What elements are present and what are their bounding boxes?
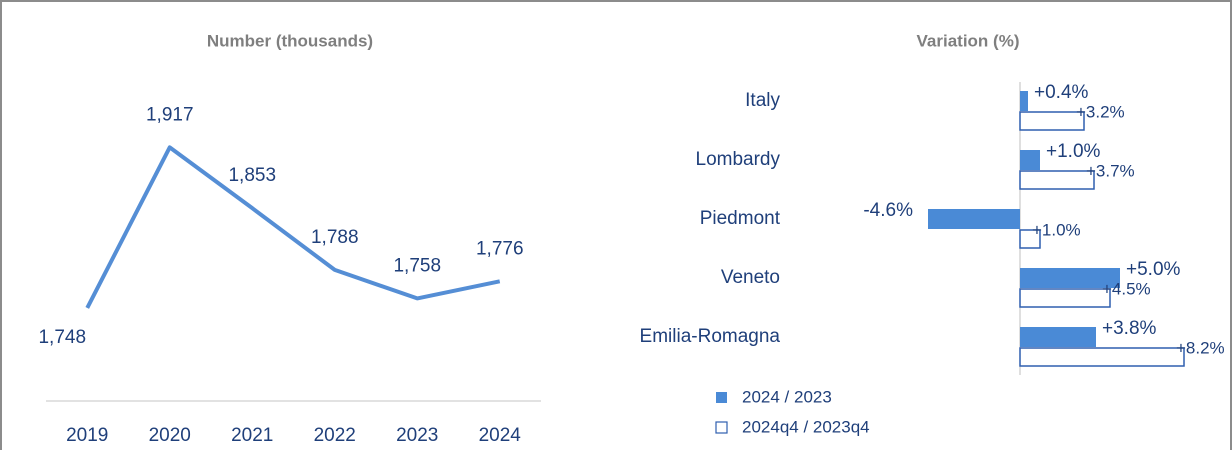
category-label: Lombardy — [696, 149, 781, 170]
data-label: 1,853 — [228, 165, 276, 186]
data-label: +8.2% — [1176, 338, 1225, 357]
category-label: Piedmont — [700, 208, 781, 229]
legend-marker — [716, 392, 727, 403]
data-label: 1,748 — [38, 327, 86, 348]
legend-label: 2024 / 2023 — [742, 387, 832, 406]
category-label: Veneto — [721, 267, 780, 288]
category-label: Emilia-Romagna — [640, 326, 781, 347]
bar — [1019, 288, 1111, 308]
x-tick-label: 2022 — [314, 425, 356, 446]
legend-marker — [715, 421, 728, 434]
legend-label: 2024q4 / 2023q4 — [742, 417, 870, 436]
x-tick-label: 2020 — [149, 425, 191, 446]
data-label: 1,917 — [146, 104, 194, 125]
data-label: +3.7% — [1086, 161, 1135, 180]
data-label: +1.0% — [1032, 220, 1081, 239]
chart-title: Number (thousands) — [207, 31, 373, 50]
x-tick-label: 2024 — [479, 425, 522, 446]
data-label: +0.4% — [1034, 82, 1089, 103]
data-label: +3.8% — [1102, 318, 1157, 339]
bar — [928, 209, 1020, 229]
bar — [1020, 91, 1028, 111]
bar — [1020, 268, 1120, 288]
category-label: Italy — [745, 90, 780, 111]
bar — [1019, 229, 1041, 249]
chart-title: Variation (%) — [917, 31, 1020, 50]
bar — [1019, 170, 1095, 190]
x-tick-label: 2021 — [231, 425, 273, 446]
bar — [1019, 347, 1185, 367]
data-label: +5.0% — [1126, 259, 1181, 280]
data-label: +4.5% — [1102, 279, 1151, 298]
data-label: 1,758 — [393, 255, 441, 276]
data-label: +1.0% — [1046, 141, 1101, 162]
bar — [1020, 327, 1096, 347]
bar — [1020, 150, 1040, 170]
data-label: 1,776 — [476, 238, 524, 259]
bar — [1019, 111, 1085, 131]
data-label: +3.2% — [1076, 102, 1125, 121]
x-tick-label: 2019 — [66, 425, 108, 446]
line — [85, 145, 501, 309]
data-label: -4.6% — [863, 200, 913, 221]
data-label: 1,788 — [311, 227, 359, 248]
x-tick-label: 2023 — [396, 425, 438, 446]
